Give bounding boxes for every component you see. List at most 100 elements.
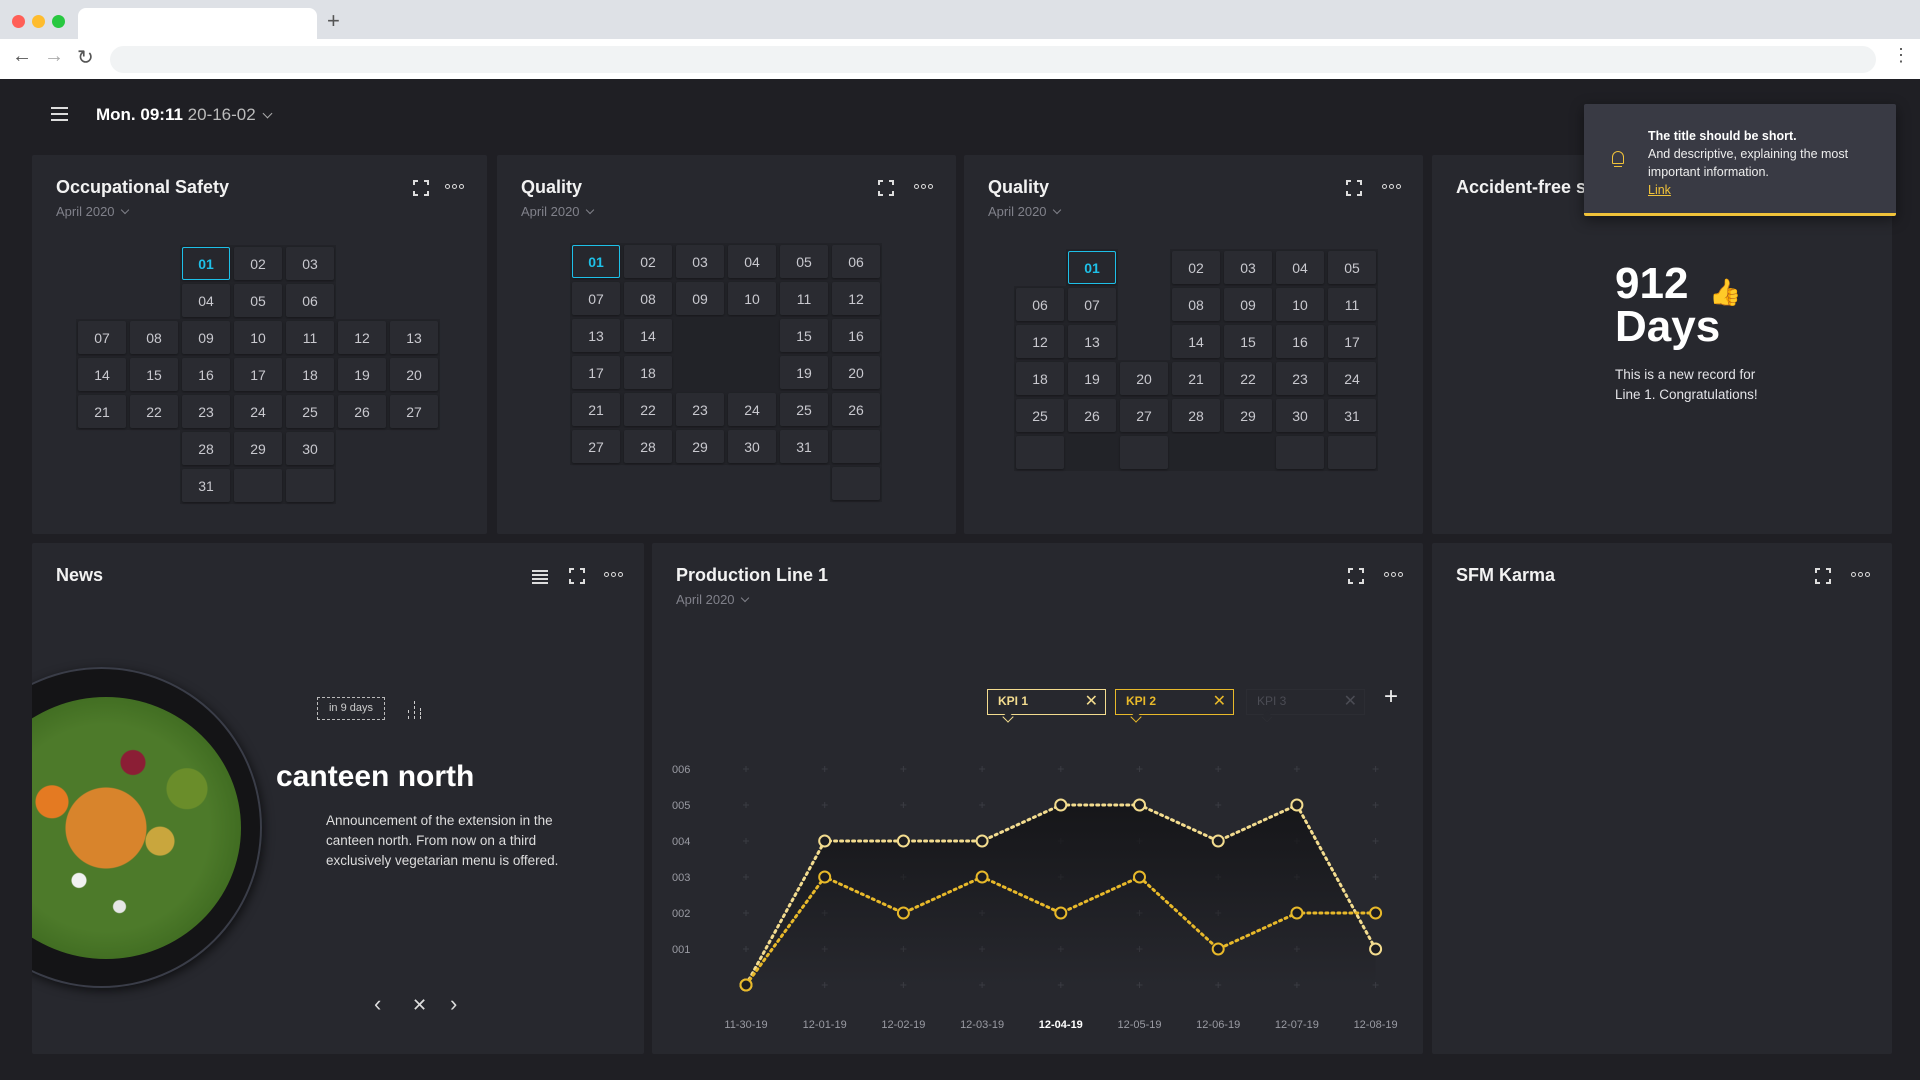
calendar-day-09[interactable]: 09 — [676, 282, 724, 315]
calendar-day-20[interactable]: 20 — [390, 358, 438, 391]
calendar-day-07[interactable]: 07 — [572, 282, 620, 315]
calendar-day-16[interactable]: 16 — [832, 319, 880, 352]
calendar-day-03[interactable]: 03 — [1224, 251, 1272, 284]
calendar-day-27[interactable]: 27 — [1120, 399, 1168, 432]
calendar-day-23[interactable]: 23 — [1276, 362, 1324, 395]
calendar-day-19[interactable]: 19 — [338, 358, 386, 391]
add-kpi-button[interactable]: + — [1384, 683, 1399, 710]
calendar-day-09[interactable]: 09 — [182, 321, 230, 354]
calendar-day-19[interactable]: 19 — [780, 356, 828, 389]
close-button[interactable]: ✕ — [412, 995, 428, 1015]
calendar-day-28[interactable]: 28 — [182, 432, 230, 465]
calendar-day-24[interactable]: 24 — [1328, 362, 1376, 395]
calendar-day-04[interactable]: 04 — [1276, 251, 1324, 284]
calendar-day-05[interactable]: 05 — [780, 245, 828, 278]
calendar-day-13[interactable]: 13 — [572, 319, 620, 352]
calendar-day-04[interactable]: 04 — [728, 245, 776, 278]
calendar-day-28[interactable]: 28 — [624, 430, 672, 463]
more-icon[interactable] — [1382, 184, 1401, 189]
remove-icon[interactable]: ✕ — [1343, 693, 1357, 710]
more-icon[interactable] — [914, 184, 933, 189]
calendar-day-03[interactable]: 03 — [286, 247, 334, 280]
calendar-day-26[interactable]: 26 — [1068, 399, 1116, 432]
kpi-3-chip[interactable]: KPI 3 ✕ — [1246, 689, 1365, 723]
calendar-day-12[interactable]: 12 — [338, 321, 386, 354]
calendar-day-24[interactable]: 24 — [234, 395, 282, 428]
calendar-day-11[interactable]: 11 — [286, 321, 334, 354]
calendar-day-17[interactable]: 17 — [234, 358, 282, 391]
calendar-day-01[interactable]: 01 — [1068, 251, 1116, 284]
month-selector[interactable]: April 2020 — [676, 592, 749, 607]
calendar-day-20[interactable]: 20 — [1120, 362, 1168, 395]
calendar-day-22[interactable]: 22 — [624, 393, 672, 426]
date-selector[interactable]: Mon. 09:11 20-16-02 — [96, 105, 273, 125]
calendar-day-22[interactable]: 22 — [130, 395, 178, 428]
calendar-day-17[interactable]: 17 — [572, 356, 620, 389]
calendar-day-29[interactable]: 29 — [676, 430, 724, 463]
notification-link[interactable]: Link — [1648, 183, 1671, 197]
calendar-day-13[interactable]: 13 — [390, 321, 438, 354]
calendar-day-27[interactable]: 27 — [390, 395, 438, 428]
calendar-day-08[interactable]: 08 — [1172, 288, 1220, 321]
calendar-day-12[interactable]: 12 — [1016, 325, 1064, 358]
calendar-day-19[interactable]: 19 — [1068, 362, 1116, 395]
calendar-day-10[interactable]: 10 — [1276, 288, 1324, 321]
calendar-day-01[interactable]: 01 — [182, 247, 230, 280]
back-icon[interactable]: ← — [12, 45, 32, 67]
calendar-day-05[interactable]: 05 — [234, 284, 282, 317]
expand-icon[interactable] — [1815, 568, 1831, 584]
calendar-day-22[interactable]: 22 — [1224, 362, 1272, 395]
calendar-day-15[interactable]: 15 — [1224, 325, 1272, 358]
calendar-day-16[interactable]: 16 — [1276, 325, 1324, 358]
month-selector[interactable]: April 2020 — [988, 204, 1061, 219]
new-tab-button[interactable]: + — [327, 8, 340, 33]
calendar-day-31[interactable]: 31 — [780, 430, 828, 463]
calendar-day-18[interactable]: 18 — [624, 356, 672, 389]
calendar-day-31[interactable]: 31 — [1328, 399, 1376, 432]
calendar-day-26[interactable]: 26 — [832, 393, 880, 426]
calendar-day-14[interactable]: 14 — [78, 358, 126, 391]
calendar-day-17[interactable]: 17 — [1328, 325, 1376, 358]
calendar-day-31[interactable]: 31 — [182, 469, 230, 502]
remove-icon[interactable]: ✕ — [1212, 693, 1226, 710]
calendar-day-11[interactable]: 11 — [1328, 288, 1376, 321]
calendar-day-25[interactable]: 25 — [780, 393, 828, 426]
list-view-icon[interactable] — [532, 570, 548, 585]
reload-icon[interactable]: ↻ — [77, 47, 94, 69]
more-icon[interactable] — [1384, 572, 1403, 577]
calendar-day-14[interactable]: 14 — [1172, 325, 1220, 358]
maximize-window-button[interactable] — [52, 15, 65, 28]
calendar-day-13[interactable]: 13 — [1068, 325, 1116, 358]
next-button[interactable]: › — [450, 991, 458, 1016]
remove-icon[interactable]: ✕ — [1084, 693, 1098, 710]
calendar-day-02[interactable]: 02 — [624, 245, 672, 278]
calendar-day-15[interactable]: 15 — [130, 358, 178, 391]
calendar-day-26[interactable]: 26 — [338, 395, 386, 428]
calendar-day-18[interactable]: 18 — [1016, 362, 1064, 395]
kpi-2-chip[interactable]: KPI 2 ✕ — [1115, 689, 1234, 723]
calendar-day-18[interactable]: 18 — [286, 358, 334, 391]
calendar-day-28[interactable]: 28 — [1172, 399, 1220, 432]
calendar-day-08[interactable]: 08 — [624, 282, 672, 315]
expand-icon[interactable] — [1346, 180, 1362, 196]
calendar-day-12[interactable]: 12 — [832, 282, 880, 315]
calendar-day-02[interactable]: 02 — [1172, 251, 1220, 284]
calendar-day-20[interactable]: 20 — [832, 356, 880, 389]
calendar-day-29[interactable]: 29 — [234, 432, 282, 465]
calendar-day-21[interactable]: 21 — [1172, 362, 1220, 395]
kpi-1-chip[interactable]: KPI 1 ✕ — [987, 689, 1106, 723]
calendar-day-25[interactable]: 25 — [286, 395, 334, 428]
calendar-day-07[interactable]: 07 — [78, 321, 126, 354]
calendar-day-10[interactable]: 10 — [728, 282, 776, 315]
calendar-day-08[interactable]: 08 — [130, 321, 178, 354]
calendar-day-09[interactable]: 09 — [1224, 288, 1272, 321]
calendar-day-27[interactable]: 27 — [572, 430, 620, 463]
calendar-day-29[interactable]: 29 — [1224, 399, 1272, 432]
expand-icon[interactable] — [1348, 568, 1364, 584]
month-selector[interactable]: April 2020 — [56, 204, 129, 219]
expand-icon[interactable] — [569, 568, 585, 584]
url-input[interactable] — [110, 46, 1876, 73]
calendar-day-06[interactable]: 06 — [832, 245, 880, 278]
calendar-day-21[interactable]: 21 — [78, 395, 126, 428]
browser-menu-icon[interactable]: ⋮ — [1892, 45, 1910, 65]
